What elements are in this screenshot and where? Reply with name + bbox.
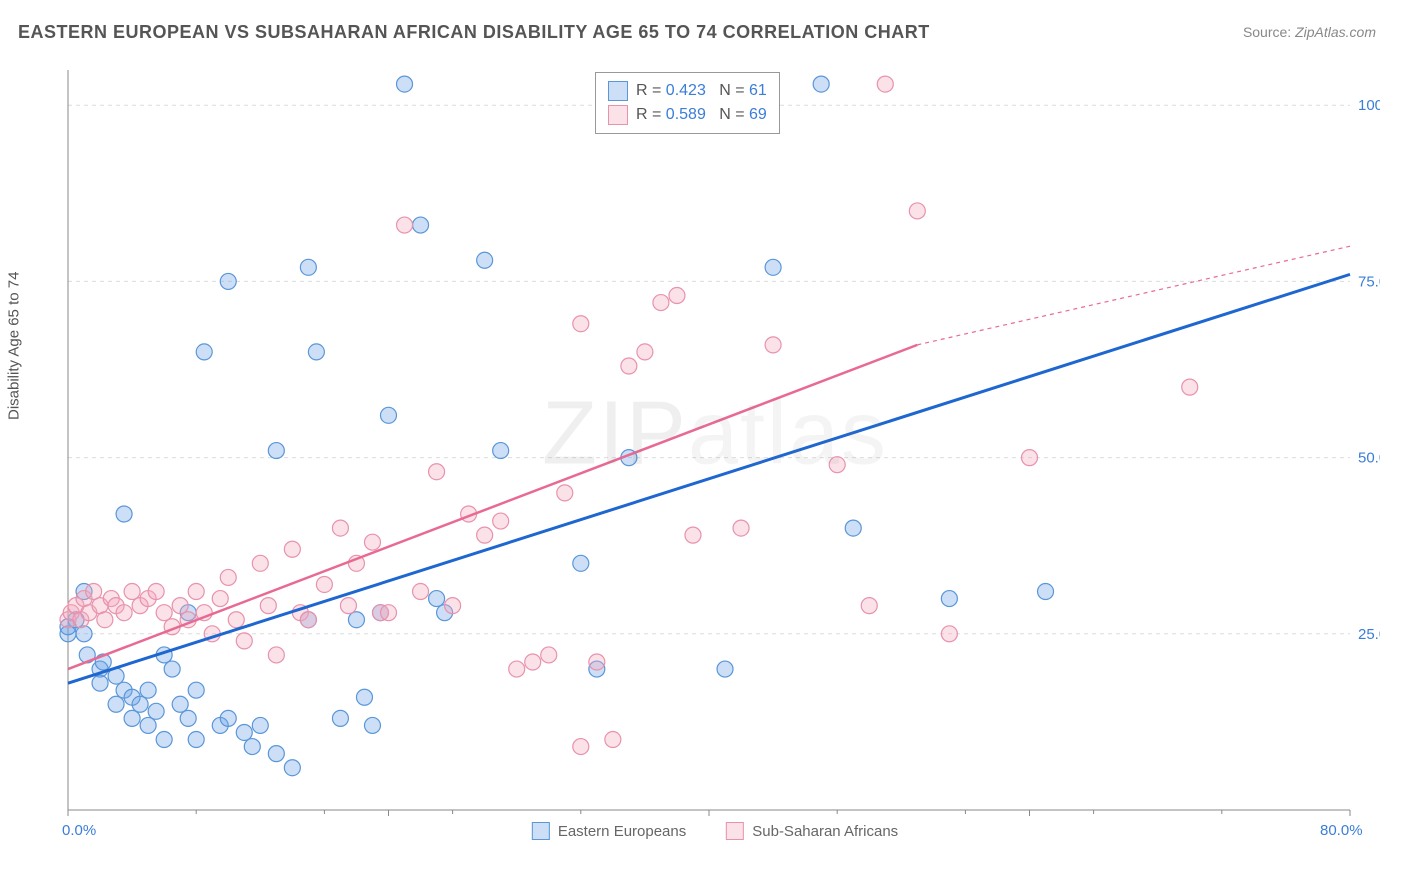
stats-swatch [608, 81, 628, 101]
x-axis-max-label: 80.0% [1320, 822, 1363, 839]
series-legend: Eastern Europeans Sub-Saharan Africans [532, 822, 898, 840]
legend-item-subsaharan: Sub-Saharan Africans [726, 822, 898, 840]
svg-text:50.0%: 50.0% [1358, 450, 1380, 467]
svg-text:75.0%: 75.0% [1358, 273, 1380, 290]
source-label: Source: [1243, 24, 1291, 40]
x-axis-min-label: 0.0% [62, 822, 96, 839]
y-axis-label: Disability Age 65 to 74 [6, 272, 23, 420]
legend-item-eastern: Eastern Europeans [532, 822, 686, 840]
source-attribution: Source: ZipAtlas.com [1243, 24, 1376, 40]
chart-title: EASTERN EUROPEAN VS SUBSAHARAN AFRICAN D… [18, 22, 930, 43]
stats-row-eastern-europeans: R = 0.423 N = 61 [608, 79, 767, 103]
legend-swatch-eastern [532, 822, 550, 840]
svg-text:25.0%: 25.0% [1358, 626, 1380, 643]
stats-row-subsaharan-africans: R = 0.589 N = 69 [608, 103, 767, 127]
stats-text: R = 0.423 N = 61 [636, 79, 767, 103]
stats-swatch [608, 105, 628, 125]
svg-text:100.0%: 100.0% [1358, 97, 1380, 114]
source-value: ZipAtlas.com [1295, 24, 1376, 40]
correlation-stats-box: R = 0.423 N = 61R = 0.589 N = 69 [595, 72, 780, 134]
legend-label-subsaharan: Sub-Saharan Africans [752, 823, 898, 840]
correlation-chart: 25.0% 50.0% 75.0% 100.0% [50, 60, 1380, 840]
legend-label-eastern: Eastern Europeans [558, 823, 686, 840]
legend-swatch-subsaharan [726, 822, 744, 840]
plot-container: 25.0%50.0%75.0%100.0% ZIPatlas R = 0.423… [50, 60, 1380, 840]
stats-text: R = 0.589 N = 69 [636, 103, 767, 127]
